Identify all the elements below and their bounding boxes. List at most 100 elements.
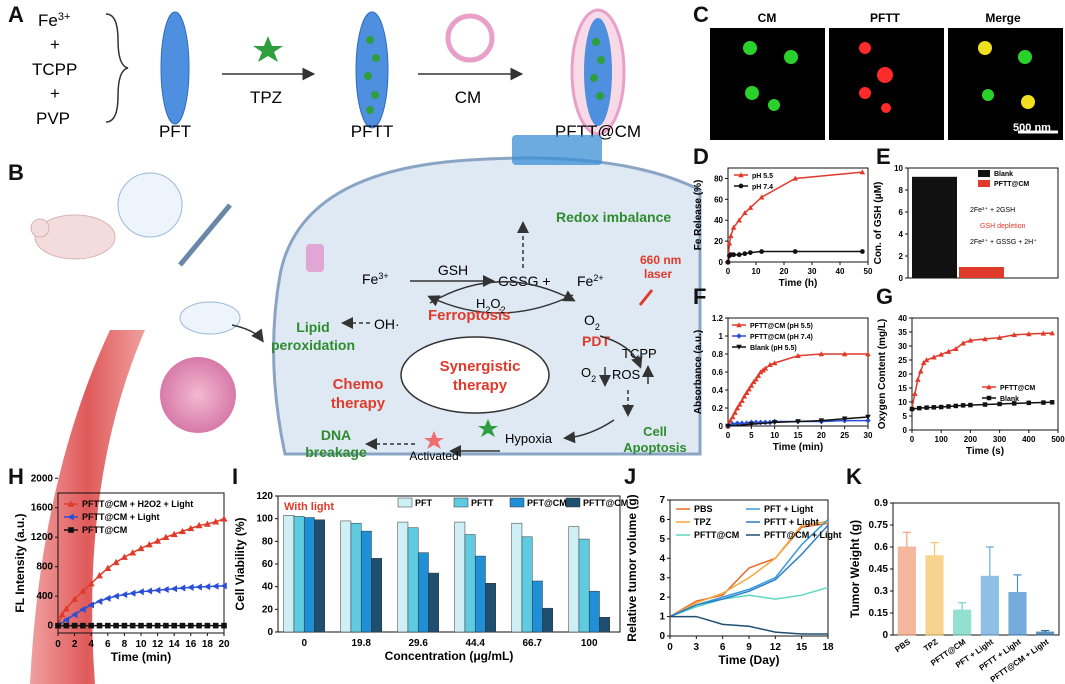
chart-e-bar <box>912 176 957 278</box>
circulating-nanoparticle-icon <box>179 301 241 335</box>
chart-j-legend-label: PFTT@CM + Light <box>764 530 842 540</box>
chart-d-point <box>728 233 734 239</box>
chart-h-point <box>203 583 211 591</box>
chart-f-point <box>748 382 755 388</box>
chart-d-point <box>726 240 733 246</box>
chart-f-point <box>753 419 759 426</box>
chart-i-legend-swatch <box>453 497 469 508</box>
chart-f-point <box>727 417 734 423</box>
chart-f-point <box>743 389 750 395</box>
chart-k-ytick-label: 0.6 <box>874 542 888 553</box>
chart-h-legend-label: PFTT@CM + H2O2 + Light <box>82 499 193 509</box>
chart-i-ytick-label: 20 <box>262 604 274 615</box>
chart-g-point <box>1011 332 1017 338</box>
chart-f-point <box>739 398 745 404</box>
chart-h-point <box>96 572 103 579</box>
chart-h-point <box>87 580 95 587</box>
synergistic-label: Synergistic <box>440 358 521 375</box>
chart-i-legend-swatch <box>509 497 525 508</box>
chart-h-point <box>71 611 78 619</box>
chart-j-ytick-label: 0 <box>659 631 665 642</box>
chart-g-point <box>917 405 922 411</box>
ingredient-pvp: PVP <box>36 109 70 128</box>
chart-g-legend-marker <box>986 395 992 401</box>
micrograph-pftt <box>829 28 944 140</box>
chart-h-point <box>188 622 194 629</box>
chart-i-legend-label: PFT@CM <box>527 498 567 508</box>
chart-h-point <box>121 622 128 629</box>
step-label-cm: CM <box>455 88 481 107</box>
chart-f-point <box>725 423 731 429</box>
chart-i-xtick-label: 66.7 <box>522 638 542 649</box>
chart-d-legend-marker <box>738 172 744 178</box>
chart-d-point <box>860 249 865 254</box>
chart-i-bar <box>303 517 315 633</box>
chart-d-point <box>747 204 754 210</box>
chart-i-bar <box>350 522 362 633</box>
membrane-receptor-icon <box>512 135 602 165</box>
chart-h-point <box>203 520 211 527</box>
chart-h-point <box>179 622 186 629</box>
chart-i-xtick-label: 19.8 <box>351 638 371 649</box>
step-label-tpz: TPZ <box>250 88 282 107</box>
chart-j-ytick-label: 2 <box>659 592 665 603</box>
chart-h-point <box>138 622 144 629</box>
chart-f-point <box>795 353 801 359</box>
ferroptosis-label: Ferroptosis <box>428 307 511 324</box>
chart-k-frame <box>892 502 1060 636</box>
chart-j-series-line <box>669 586 829 618</box>
chart-h-point <box>71 595 79 602</box>
chart-h-point <box>146 622 153 629</box>
chart-i-bar <box>588 590 600 633</box>
chart-h-point <box>187 524 195 532</box>
chart-h-ytick-label: 2000 <box>31 473 54 484</box>
chart-j-xtick-label: 12 <box>770 642 782 653</box>
chart-i-xtick-label: 0 <box>301 638 307 649</box>
chart-i-annotation: With light <box>284 501 334 513</box>
chart-k-bar <box>1036 631 1055 636</box>
chart-h-point <box>154 586 161 594</box>
chart-j-legend-label: PBS <box>694 504 713 514</box>
chart-h-point <box>137 544 145 552</box>
cell-label: Cell <box>643 424 667 439</box>
chart-d-point <box>758 194 765 200</box>
chart-h-legend-marker <box>67 500 75 507</box>
plus-1: + <box>50 35 60 54</box>
chart-f-legend-marker <box>736 322 742 328</box>
chart-g-ytick-label: 10 <box>898 398 907 407</box>
micrograph-pftt-cells <box>859 42 893 113</box>
chart-i-bar <box>428 572 439 633</box>
chart-d-ytick-label: 80 <box>714 174 723 183</box>
chart-h-point <box>120 553 128 560</box>
chart-f-xlabel: Time (min) <box>773 442 823 453</box>
chart-e-annotation-mid: GSH depletion <box>980 223 1026 230</box>
chart-h-point <box>71 622 78 629</box>
plus-2: + <box>50 84 60 103</box>
chart-h-xtick-label: 14 <box>169 639 181 650</box>
chart-g-frame <box>911 317 1059 431</box>
chart-f-point <box>818 351 825 357</box>
chart-h-point <box>129 589 136 597</box>
chart-d-ytick-label: 20 <box>714 237 723 246</box>
chart-g-point <box>953 403 959 409</box>
chart-d-ytick-label: 40 <box>714 216 723 225</box>
chart-h-point <box>112 558 120 566</box>
chart-g-ytick-label: 40 <box>898 314 907 323</box>
panel-letter-g: G <box>876 284 893 309</box>
micrograph-cm <box>710 28 825 140</box>
chart-d-series-line <box>727 171 863 263</box>
micrograph-merge-cells <box>978 41 1035 109</box>
chart-h-point <box>120 591 128 599</box>
chart-h-ytick-label: 0 <box>47 621 53 632</box>
chart-g-point <box>912 390 918 396</box>
chart-f-point <box>795 419 801 425</box>
chart-j-xtick-label: 3 <box>694 642 700 653</box>
chart-f-xtick-label: 20 <box>817 431 826 440</box>
chart-j-legend-label: PFTT@CM <box>694 530 739 540</box>
chart-d-ytick-label: 0 <box>719 258 724 267</box>
panel-letter-h: H <box>8 464 24 489</box>
chart-k-ylabel: Tumor Weight (g) <box>848 520 862 618</box>
scale-bar-label: 500 nm <box>1013 122 1051 134</box>
chart-i-legend-label: PFT <box>415 498 433 508</box>
chart-d-legend-label: pH 7.4 <box>752 184 773 191</box>
